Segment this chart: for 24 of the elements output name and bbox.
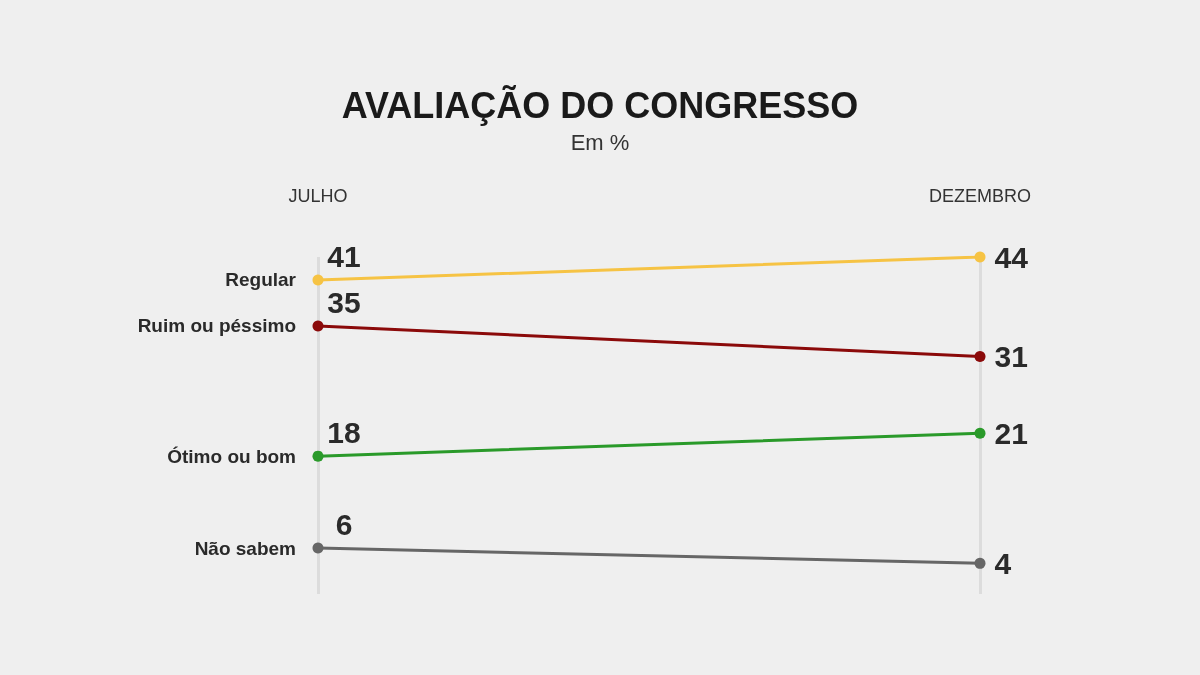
point: [974, 351, 986, 363]
point: [974, 557, 986, 569]
point: [312, 320, 324, 332]
series-label: Ruim ou péssimo: [137, 315, 296, 337]
data-label: 18: [327, 416, 361, 450]
data-label: 41: [327, 239, 361, 273]
data-label: 21: [994, 416, 1028, 450]
series-label: Ótimo ou bom: [167, 445, 296, 467]
data-label: 4: [994, 546, 1012, 580]
chart-subtitle: Em %: [570, 129, 630, 155]
point: [312, 274, 324, 286]
data-label: 31: [994, 340, 1028, 374]
data-label: 44: [994, 240, 1029, 274]
data-label: 6: [335, 508, 353, 542]
x-tick-label: DEZEMBRO: [928, 186, 1032, 206]
data-label: 35: [327, 285, 361, 319]
point: [312, 450, 324, 462]
point: [312, 542, 324, 554]
chart-title: AVALIAÇÃO DO CONGRESSO: [341, 83, 859, 126]
series-label: Não sabem: [194, 537, 296, 559]
point: [974, 427, 986, 439]
series-label: Regular: [225, 269, 297, 291]
point: [974, 251, 986, 263]
x-tick-label: JULHO: [288, 186, 348, 206]
